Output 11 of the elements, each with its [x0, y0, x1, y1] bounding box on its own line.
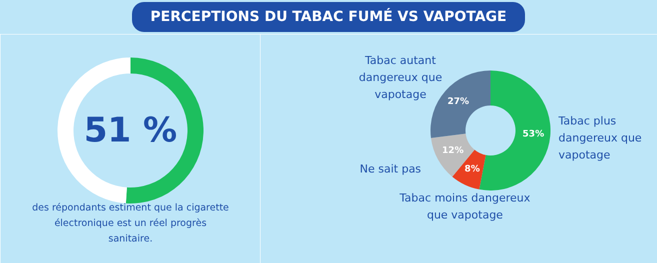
data-label: 8%: [464, 164, 480, 174]
slice-label: Tabac plus dangereux que vapotage: [558, 114, 642, 162]
slice-label: Tabac moins dangereux que vapotage: [398, 192, 531, 222]
text: PERCEPTIONS DU TABAC FUMÉ VS VAPOTAGE: [132, 2, 525, 32]
text: 51 %: [84, 110, 178, 150]
slice-label: Ne sait pas: [360, 162, 422, 176]
data-label: 53%: [522, 130, 544, 140]
data-label: 27%: [447, 97, 470, 108]
slice-label: Tabac autant dangereux que vapotage: [358, 54, 442, 101]
data-label: 12%: [442, 146, 464, 156]
text: des répondants estiment que la cigarette électronique est un réel progrès sanitaire.: [32, 202, 230, 244]
